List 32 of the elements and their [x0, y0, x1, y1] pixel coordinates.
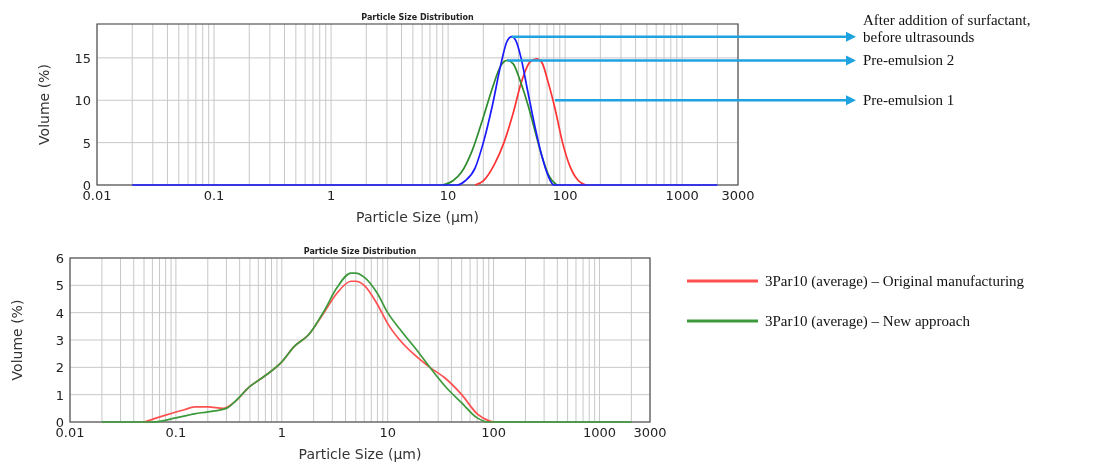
annotation: Pre-emulsion 2	[863, 52, 955, 69]
annotation: After addition of surfactant, before ultrasounds	[863, 11, 1031, 45]
y-axis-title: Volume (%)	[9, 299, 25, 381]
x-tick-label: 1	[326, 188, 336, 203]
x-tick-label: 1000	[665, 188, 699, 203]
y-tick-label: 2	[55, 360, 64, 376]
x-axis-title: Particle Size (µm)	[356, 209, 479, 225]
y-tick-label: 3	[55, 333, 64, 348]
annotation: Pre-emulsion 1	[863, 92, 955, 109]
y-tick-label: 4	[55, 305, 64, 321]
x-tick-label: 1	[277, 425, 286, 440]
x-tick-label: 1000	[582, 425, 617, 440]
chart-title: Particle Size Distribution	[303, 247, 417, 256]
legend-label: 3Par10 (average) – Original manufacturing	[765, 273, 1025, 290]
x-tick-label: 10	[379, 425, 396, 440]
x-axis-title: Particle Size (µm)	[298, 446, 422, 462]
x-tick-label: 10	[439, 188, 457, 203]
chart-title: Particle Size Distribution	[361, 13, 475, 22]
x-tick-label: 100	[552, 188, 578, 203]
x-tick-label: 0.1	[165, 425, 187, 440]
x-tick-label: 100	[481, 425, 506, 440]
y-tick-label: 5	[55, 278, 64, 294]
y-tick-label: 6	[55, 251, 64, 266]
legend-label: 3Par10 (average) – New approach	[765, 313, 971, 330]
x-tick-label: 0.1	[203, 188, 225, 203]
y-axis-title: Volume (%)	[36, 64, 52, 145]
y-tick-label: 15	[74, 50, 91, 66]
y-tick-label: 5	[82, 135, 91, 151]
y-tick-label: 1	[55, 387, 64, 403]
y-tick-label: 10	[74, 93, 91, 109]
x-tick-label: 3000	[633, 425, 667, 440]
x-tick-label: 3000	[721, 188, 755, 203]
